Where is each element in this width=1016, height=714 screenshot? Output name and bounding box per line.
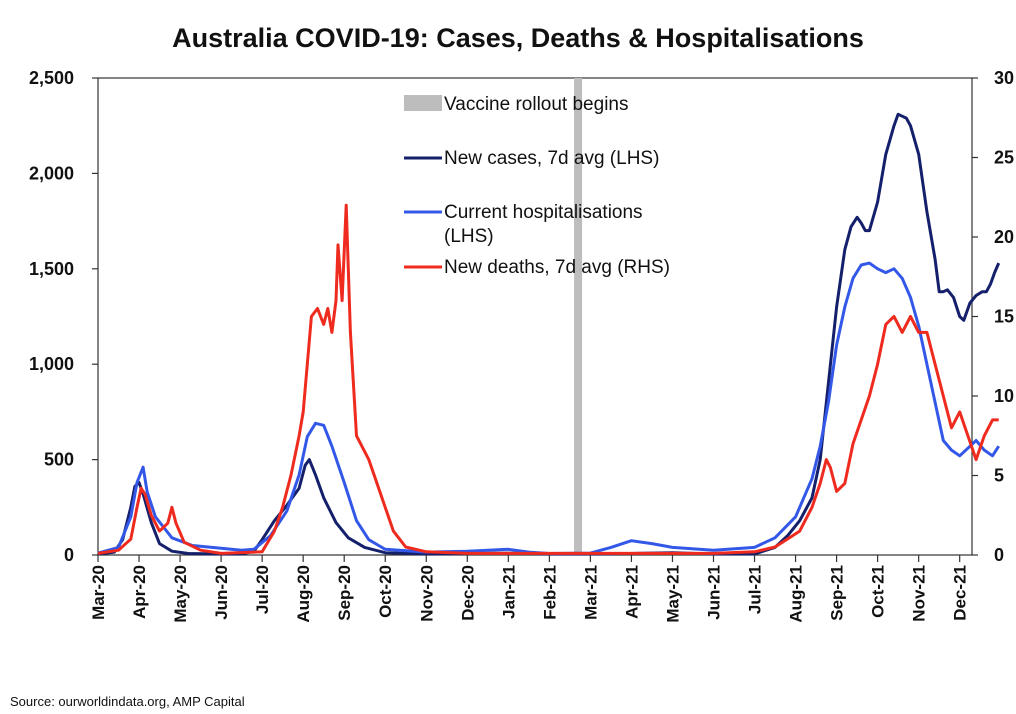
legend: Vaccine rollout begins New cases, 7d avg … (404, 94, 670, 278)
left-tick-label: 1,500 (29, 259, 74, 279)
vaccine-rollout-bar (574, 78, 583, 555)
right-tick-label: 5 (994, 466, 1004, 486)
x-tick-label: Aug-21 (787, 565, 806, 623)
left-tick-label: 1,000 (29, 354, 74, 374)
legend-swatch-vaccine (404, 95, 442, 111)
chart: Australia COVID-19: Cases, Deaths & Hosp… (29, 23, 1014, 623)
x-tick-label: Apr-20 (130, 565, 149, 619)
x-tick-label: Jul-21 (746, 565, 765, 614)
x-tick-label: Jan-21 (499, 565, 518, 619)
x-tick-label: Mar-21 (581, 565, 600, 620)
x-tick-label: Nov-21 (910, 565, 929, 622)
left-tick-label: 0 (64, 545, 74, 565)
x-tick-label: Mar-20 (89, 565, 108, 620)
x-tick-label: Aug-20 (294, 565, 313, 623)
series-layer (97, 112, 1001, 556)
x-axis: Mar-20 Apr-20 May-20 Jun-20 Jul-20 Aug-20 Sep-… (89, 555, 970, 623)
right-tick-label: 30 (994, 68, 1014, 88)
legend-label-1: Current hospitalisations (LHS) (444, 202, 643, 247)
series-line-2 (97, 203, 999, 555)
x-tick-label: May-20 (171, 565, 190, 623)
x-tick-label: Apr-21 (622, 565, 641, 619)
x-tick-label: Feb-21 (540, 565, 559, 620)
right-tick-label: 20 (994, 227, 1014, 247)
source-note: Source: ourworldindata.org, AMP Capital (10, 694, 245, 709)
right-tick-label: 25 (994, 148, 1014, 168)
x-tick-label: Jun-21 (704, 565, 723, 620)
legend-label-0: New cases, 7d avg (LHS) (444, 148, 659, 169)
x-tick-label: Jun-20 (212, 565, 231, 620)
right-tick-label: 10 (994, 386, 1014, 406)
legend-label-vaccine: Vaccine rollout begins (444, 94, 628, 115)
x-tick-label: Sep-21 (828, 565, 847, 621)
right-tick-label: 0 (994, 545, 1004, 565)
x-tick-label: Oct-20 (376, 565, 395, 618)
annotation-layer (574, 78, 583, 555)
left-tick-label: 500 (44, 450, 74, 470)
x-tick-label: Dec-20 (458, 565, 477, 621)
x-tick-label: Sep-20 (335, 565, 354, 621)
x-tick-label: Nov-20 (417, 565, 436, 622)
series-line-0 (97, 112, 1001, 556)
left-tick-label: 2,500 (29, 68, 74, 88)
chart-title: Australia COVID-19: Cases, Deaths & Hosp… (172, 23, 864, 53)
right-tick-label: 15 (994, 307, 1014, 327)
left-tick-label: 2,000 (29, 163, 74, 183)
x-tick-label: May-21 (663, 565, 682, 623)
left-y-axis: 0 500 1,000 1,500 2,000 2,500 (29, 68, 98, 565)
x-tick-label: Jul-20 (253, 565, 272, 614)
right-y-axis: 0 5 10 15 20 25 30 (972, 68, 1014, 565)
x-tick-label: Dec-21 (951, 565, 970, 621)
x-tick-label: Oct-21 (869, 565, 888, 618)
series-line-1 (97, 261, 1000, 555)
legend-label-2: New deaths, 7d avg (RHS) (444, 257, 670, 278)
